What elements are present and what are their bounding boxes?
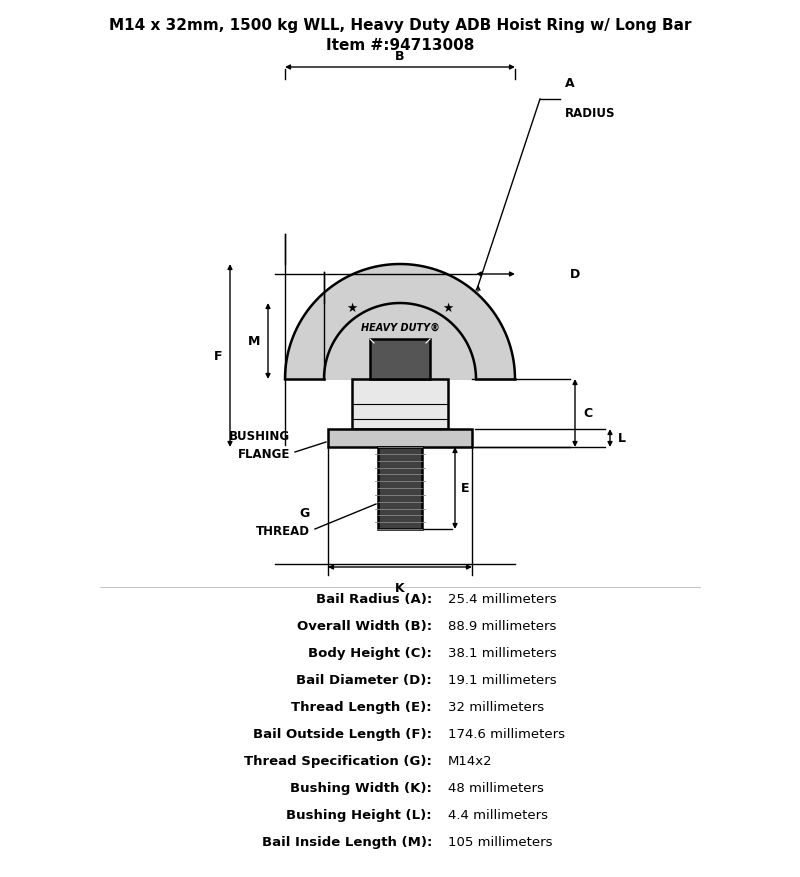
Bar [370,339,430,380]
Text: M14 x 32mm, 1500 kg WLL, Heavy Duty ADB Hoist Ring w/ Long Bar: M14 x 32mm, 1500 kg WLL, Heavy Duty ADB … [109,18,691,33]
Text: ★: ★ [442,302,454,315]
Text: L: L [618,432,626,445]
Text: E: E [461,482,470,495]
Text: 105 millimeters: 105 millimeters [448,836,553,849]
Text: Bail Radius (A):: Bail Radius (A): [316,593,432,606]
Text: M14x2: M14x2 [448,754,493,767]
Text: K: K [395,581,405,595]
Text: 19.1 millimeters: 19.1 millimeters [448,674,557,687]
Text: Bushing Width (K):: Bushing Width (K): [290,781,432,795]
Text: HEAVY DUTY®: HEAVY DUTY® [361,322,439,332]
Text: 174.6 millimeters: 174.6 millimeters [448,728,565,741]
Text: 88.9 millimeters: 88.9 millimeters [448,620,556,633]
Text: D: D [570,268,580,282]
Text: Item #:94713008: Item #:94713008 [326,38,474,53]
Text: Bail Diameter (D):: Bail Diameter (D): [296,674,432,687]
Text: Thread Length (E):: Thread Length (E): [291,701,432,714]
Text: A: A [565,77,574,90]
Text: Thread Specification (G):: Thread Specification (G): [244,754,432,767]
Text: THREAD: THREAD [256,524,310,538]
Text: Bail Outside Length (F):: Bail Outside Length (F): [253,728,432,741]
Text: 32 millimeters: 32 millimeters [448,701,544,714]
Text: BUSHING: BUSHING [229,430,290,443]
Text: M: M [248,335,260,348]
Text: 48 millimeters: 48 millimeters [448,781,544,795]
Bar [378,447,422,530]
Text: 4.4 millimeters: 4.4 millimeters [448,809,548,822]
Bar [352,380,448,430]
Text: Overall Width (B):: Overall Width (B): [297,620,432,633]
Text: FLANGE: FLANGE [238,447,290,460]
Polygon shape [285,265,515,380]
Text: F: F [214,350,222,362]
Text: Body Height (C):: Body Height (C): [308,646,432,660]
Text: ★: ★ [346,302,358,315]
Bar [328,430,472,447]
Text: G: G [300,506,310,519]
Text: B: B [395,50,405,63]
Text: RADIUS: RADIUS [565,107,615,120]
Text: Bushing Height (L):: Bushing Height (L): [286,809,432,822]
Text: Bail Inside Length (M):: Bail Inside Length (M): [262,836,432,849]
Text: 38.1 millimeters: 38.1 millimeters [448,646,557,660]
Text: 25.4 millimeters: 25.4 millimeters [448,593,557,606]
Text: C: C [583,407,592,420]
